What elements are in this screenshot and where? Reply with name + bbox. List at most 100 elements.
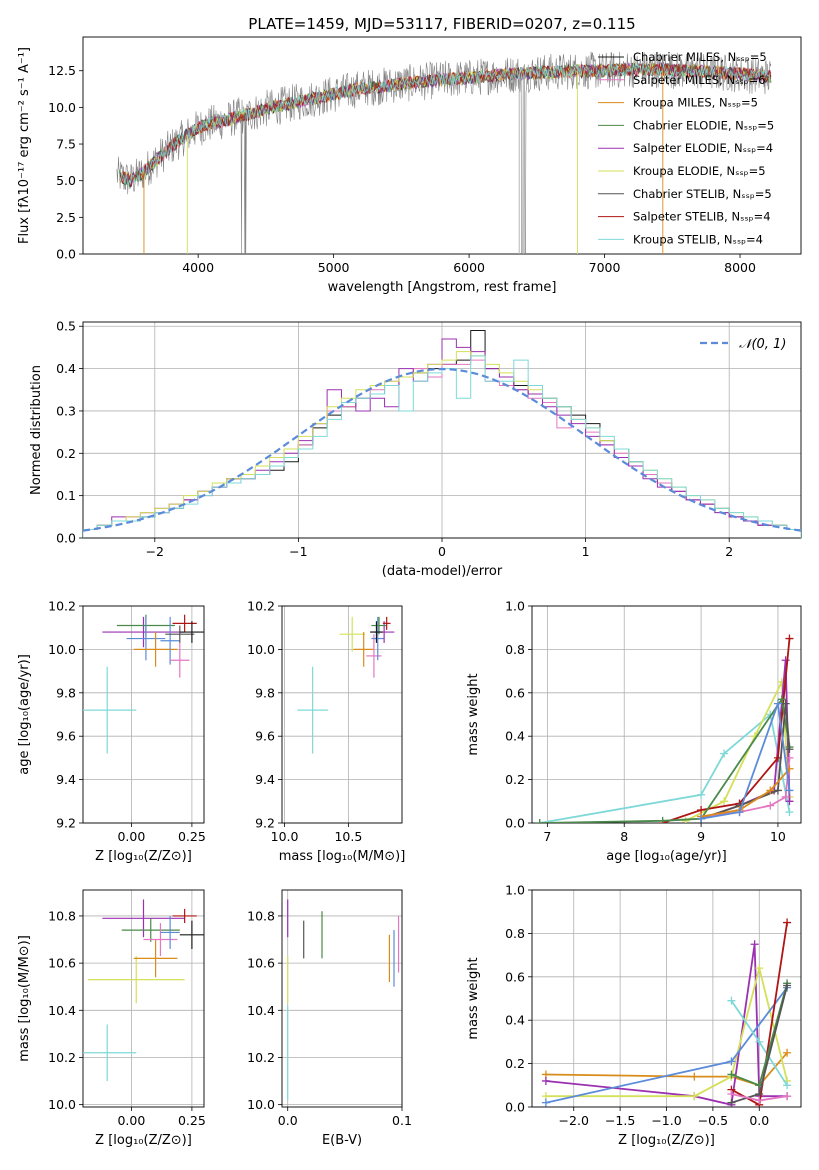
spectrum-ytick-label: 5.0 <box>56 173 76 188</box>
mass_vs_Z-points <box>83 899 204 1082</box>
mass-weight-marker <box>541 1076 550 1085</box>
mass-weight-marker <box>541 1098 550 1107</box>
mass-weight-marker <box>773 786 782 795</box>
mass-weight-marker <box>755 964 764 973</box>
mass_vs_EBV-ytick-label: 10.6 <box>247 956 275 971</box>
mass_vs_EBV-xtick-label: 0.0 <box>278 1113 298 1128</box>
mass_weight_vs_Z-ylabel: mass weight <box>466 957 481 1039</box>
mass-weight-marker <box>766 801 775 810</box>
spectrum-series-line <box>119 63 772 187</box>
mass-weight-line <box>539 696 791 823</box>
mass_weight_vs_age-axes: 7 8 9 10 0.0 0.2 0.4 0.6 0.8 1.0 age [log₁₀(age/yr… <box>466 599 802 864</box>
mass-weight-marker <box>785 808 794 817</box>
mass-weight-marker <box>755 1096 764 1105</box>
legend-label: Salpeter STELIB, Nₛₛₚ=4 <box>633 210 771 224</box>
mass_vs_EBV-points <box>287 899 400 1100</box>
mass_weight_vs_age-ylabel: mass weight <box>466 673 481 755</box>
mass_vs_EBV-xlabel: E(B-V) <box>322 1133 362 1148</box>
mass_vs_Z-axes: 0.00 0.25 10.0 10.2 10.4 10.6 10.8 Z [log₁₀(Z/Z… <box>17 889 206 1148</box>
mass_weight_vs_Z-xtick-label: 0.0 <box>749 1113 769 1128</box>
legend-label: Chabrier MILES, Nₛₛₚ=5 <box>633 50 767 64</box>
mass-weight-marker <box>766 786 775 795</box>
mass_weight_vs_Z-xtick-label: −2.0 <box>559 1113 589 1128</box>
mass-weight-marker <box>773 699 782 708</box>
mass-weight-marker <box>785 786 794 795</box>
mass-weight-marker <box>783 1048 792 1057</box>
age_vs_Z-frame <box>82 605 205 824</box>
mass_vs_EBV-ytick-label: 10.8 <box>247 908 275 923</box>
residuals-xtick-label: 1 <box>582 544 590 559</box>
mass_weight_vs_age-xtick-label: 10 <box>770 829 786 844</box>
mass_vs_Z-xlabel: Z [log₁₀(Z/Z⊙)] <box>95 1133 192 1148</box>
mass_vs_EBV-axes: 0.0 0.1 10.0 10.2 10.4 10.6 10.8 E(B-V) <box>247 889 412 1148</box>
mass_weight_vs_Z-ytick-label: 0.8 <box>505 926 525 941</box>
age_vs_Z-ytick-label: 9.6 <box>56 729 76 744</box>
residuals-legend: 𝒩(0, 1) <box>700 337 786 352</box>
mass_weight_vs_Z-xtick-label: −1.0 <box>651 1113 681 1128</box>
spectrum-ytick-label: 12.5 <box>48 63 76 78</box>
mass-weight-marker <box>783 981 792 990</box>
mass_weight_vs_age-lines <box>535 634 794 823</box>
age_vs_mass-xtick-label: 10.0 <box>271 829 299 844</box>
age_vs_Z-xtick-label: 0.25 <box>178 829 206 844</box>
mass_weight_vs_Z-ytick-label: 0.6 <box>505 969 525 984</box>
residuals-xtick-label: −1 <box>289 544 307 559</box>
mass_weight_vs_Z-ytick-label: 0.2 <box>505 1056 525 1071</box>
residuals-ytick-label: 0.1 <box>56 488 76 503</box>
spectrum-axes: 4000 5000 6000 7000 8000 0.0 2.5 5.0 7.5 10.0 12.5… <box>17 15 802 295</box>
residuals-xtick-label: 2 <box>725 544 733 559</box>
mass-weight-line <box>545 944 788 1106</box>
spectrum-series-line <box>119 63 772 187</box>
residuals-ytick-label: 0.3 <box>56 403 76 418</box>
mass_weight_vs_Z-ytick-label: 1.0 <box>505 883 525 898</box>
mass-weight-marker <box>785 797 794 806</box>
mass_weight_vs_age-frame <box>531 605 802 824</box>
spectrum-ylabel: Flux [fλ10⁻¹⁷ erg cm⁻² s⁻¹ A⁻¹] <box>17 47 32 244</box>
mass_weight_vs_Z-ytick-label: 0.4 <box>505 1013 525 1028</box>
spectrum-title: PLATE=1459, MJD=53117, FIBERID=0207, z=0… <box>248 15 635 33</box>
mass_vs_Z-ylabel: mass [log₁₀(M/M⊙)] <box>17 935 32 1062</box>
legend-label: Kroupa MILES, Nₛₛₚ=5 <box>633 96 758 110</box>
mass-weight-marker <box>735 808 744 817</box>
age_vs_Z-ytick-label: 9.2 <box>56 816 76 831</box>
mass-weight-marker <box>727 1070 736 1079</box>
age_vs_mass-ytick-label: 9.6 <box>255 729 275 744</box>
residuals-xtick-label: −2 <box>146 544 164 559</box>
mass-weight-line <box>700 703 791 820</box>
age_vs_Z-ytick-label: 9.4 <box>56 772 76 787</box>
mass-weight-marker <box>690 1092 699 1101</box>
residuals-xtick-label: 0 <box>438 544 446 559</box>
age_vs_mass-ytick-label: 9.4 <box>255 772 275 787</box>
residuals-ytick-label: 0.4 <box>56 361 76 376</box>
mass_vs_Z-ytick-label: 10.2 <box>48 1050 76 1065</box>
mass-weight-marker <box>720 797 729 806</box>
age_vs_Z-xlabel: Z [log₁₀(Z/Z⊙)] <box>95 849 192 864</box>
residuals-axes: −2 −1 0 1 2 0.0 0.1 0.2 0.3 0.4 0.5 (data-model)/er… <box>29 319 802 579</box>
mass_vs_Z-ytick-label: 10.8 <box>48 908 76 923</box>
mass_weight_vs_age-xlabel: age [log₁₀(age/yr)] <box>606 849 727 864</box>
mass-weight-marker <box>727 996 736 1005</box>
mass_weight_vs_age-ytick-label: 0.6 <box>505 685 525 700</box>
spectrum-ytick-label: 2.5 <box>56 210 76 225</box>
mass_vs_Z-xtick-label: 0.00 <box>117 1113 145 1128</box>
mass_vs_EBV-ytick-label: 10.4 <box>247 1003 275 1018</box>
mass_vs_EBV-ytick-label: 10.2 <box>247 1050 275 1065</box>
residuals-ylabel: Normed distribution <box>29 365 44 495</box>
mass_weight_vs_Z-xlabel: Z [log₁₀(Z/Z⊙)] <box>618 1133 715 1148</box>
mass_weight_vs_Z-axes: −2.0 −1.5 −1.0 −0.5 0.0 0.0 0.2 0.4 0.6 0.8 1.0 Z [… <box>466 883 802 1148</box>
mass-weight-marker <box>781 699 790 708</box>
spectrum-ytick-label: 7.5 <box>56 137 76 152</box>
legend-label: Chabrier STELIB, Nₛₛₚ=5 <box>633 187 772 201</box>
age_vs_mass-ytick-label: 9.8 <box>255 685 275 700</box>
age_vs_Z-ytick-label: 10.2 <box>48 599 76 614</box>
mass_weight_vs_age-xtick-label: 8 <box>620 829 628 844</box>
residuals-ytick-label: 0.5 <box>56 319 76 334</box>
spectrum-xtick-label: 4000 <box>182 260 214 275</box>
mass-weight-marker <box>783 1081 792 1090</box>
age_vs_mass-xlabel: mass [log₁₀(M/M⊙)] <box>279 849 406 864</box>
mass-weight-marker <box>781 656 790 665</box>
legend-label: Salpeter ELODIE, Nₛₛₚ=4 <box>633 141 773 155</box>
spectrum-frame <box>82 36 802 255</box>
mass_vs_EBV-frame <box>281 889 403 1108</box>
